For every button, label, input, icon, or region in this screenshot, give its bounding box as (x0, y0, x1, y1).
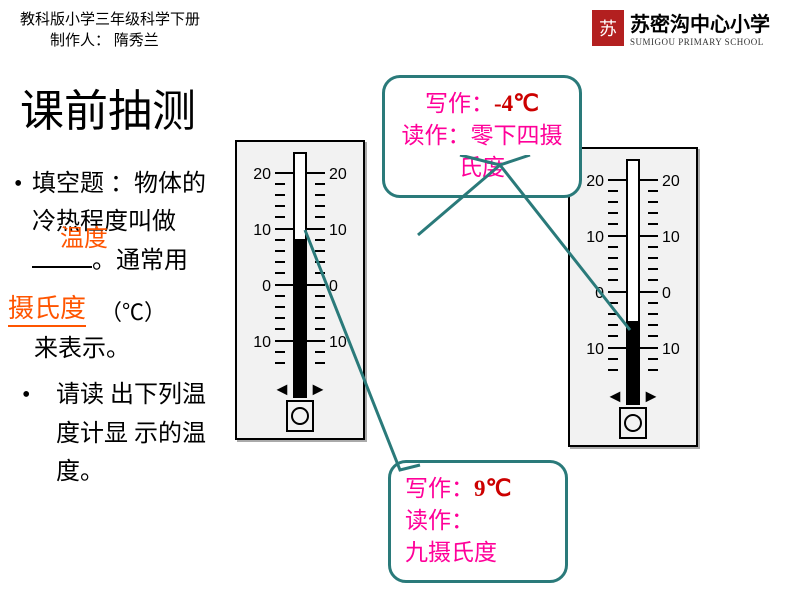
thermo1-tube (293, 152, 307, 398)
thermo2-arrows: ◄► (606, 386, 660, 407)
thermo1-bulb (291, 407, 309, 425)
body-cont: 来表示。 • 请读 出下列温度计显 示的温度。 (34, 330, 224, 492)
thermo1-arrows: ◄► (273, 379, 327, 400)
school-name-block: 苏密沟中心小学 SUMIGOU PRIMARY SCHOOL (630, 8, 770, 47)
header-line1: 教科版小学三年级科学下册 (20, 10, 200, 31)
school-cn: 苏密沟中心小学 (630, 8, 770, 37)
body-text: 填空题 ：物体的冷热程度叫做。通常用 (10, 165, 220, 288)
thermo1-fill (295, 239, 305, 396)
school-logo: 苏 (592, 10, 624, 46)
thermometer-2: 20 20 10 10 0 0 10 10 ◄► (568, 147, 698, 447)
bubble2-write: 写作：9℃ (405, 473, 551, 505)
school-en: SUMIGOU PRIMARY SCHOOL (630, 37, 770, 47)
thermo1-bulb-box (286, 400, 314, 432)
bubble1-read: 读作：零下四摄氏度 (399, 120, 565, 184)
speech-bubble-1: 写作：-4℃ 读作：零下四摄氏度 (382, 75, 582, 198)
bullet-2: • 请读 出下列温度计显 示的温度。 (34, 376, 224, 491)
header-left: 教科版小学三年级科学下册 制作人： 隋秀兰 (20, 10, 200, 52)
bubble1-write: 写作：-4℃ (399, 88, 565, 120)
header-right: 苏 苏密沟中心小学 SUMIGOU PRIMARY SCHOOL (592, 8, 770, 47)
bullet-1: 填空题 ：物体的冷热程度叫做。通常用 (10, 165, 220, 280)
thermo2-bulb (624, 414, 642, 432)
unit-text: （℃） (100, 295, 166, 327)
thermometer-1: 20 20 10 10 0 0 10 10 ◄► (235, 140, 365, 440)
thermo2-tube (626, 159, 640, 405)
header-line2: 制作人： 隋秀兰 (20, 31, 200, 52)
answer-2: 摄氏度 (8, 288, 86, 327)
bubble2-read-value: 九摄氏度 (405, 537, 551, 569)
thermo2-bulb-box (619, 407, 647, 439)
page-title: 课前抽测 (20, 75, 196, 139)
speech-bubble-2: 写作：9℃ 读作： 九摄氏度 (388, 460, 568, 583)
bubble2-read: 读作： (405, 505, 551, 537)
answer-1: 温度 (60, 218, 108, 253)
